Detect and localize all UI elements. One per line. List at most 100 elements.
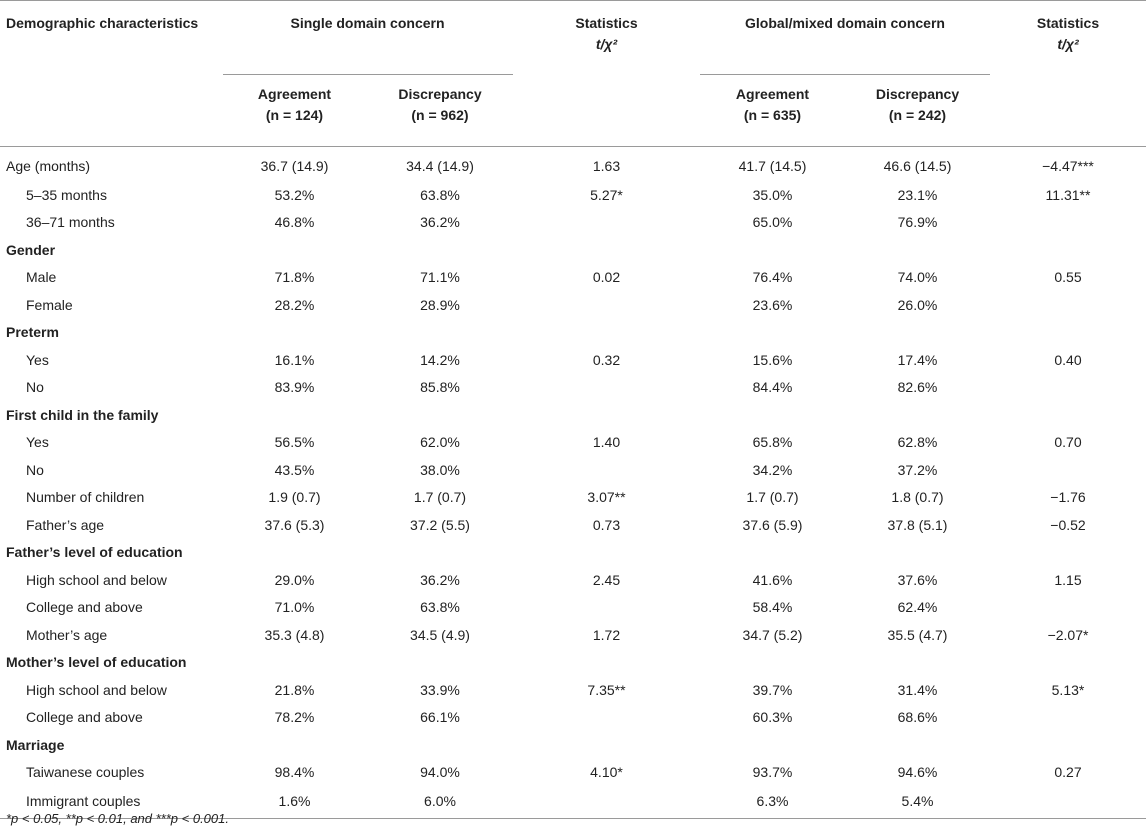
table-row: No 43.5% 38.0% 34.2% 37.2% — [0, 456, 1146, 484]
header-global-agreement-label: Agreement — [735, 86, 810, 102]
cell-statistic-single: 5.27* — [590, 186, 623, 203]
cell-global-discrepancy: 94.6% — [897, 764, 938, 781]
cell-global-agreement — [700, 539, 845, 567]
cell-global-agreement: 35.0% — [752, 186, 793, 203]
cell-global-agreement — [700, 236, 845, 264]
cell-statistic-single: 1.63 — [513, 146, 700, 181]
header-col0-text: Demographic characteristics — [6, 15, 199, 31]
cell-single-discrepancy — [367, 319, 513, 347]
header-single-discrepancy-label: Discrepancy — [398, 86, 482, 102]
cell-statistic-global: 0.70 — [1054, 434, 1082, 451]
cell-statistic-single: 0.73 — [592, 516, 621, 533]
cell-global-discrepancy — [845, 731, 990, 759]
section-row: Father’s level of education — [0, 539, 1146, 567]
cell-single-discrepancy: 66.1% — [420, 709, 460, 726]
row-label: College and above — [26, 709, 143, 726]
cell-global-discrepancy — [845, 539, 990, 567]
header-single-discrepancy: Discrepancy (n = 962) — [367, 75, 513, 147]
table-row: 5–35 months 53.2% 63.8% 5.27* 35.0% 23.1% 11.3… — [0, 181, 1146, 209]
cell-statistic-global: −4.47*** — [990, 146, 1146, 181]
cell-single-agreement — [222, 649, 367, 677]
row-label: College and above — [26, 599, 143, 616]
row-label: Taiwanese couples — [26, 764, 145, 781]
cell-single-discrepancy: 34.5 (4.9) — [410, 626, 470, 643]
cell-single-agreement: 16.1% — [274, 351, 315, 368]
cell-single-agreement: 46.8% — [274, 214, 315, 231]
header-global-discrepancy-label: Discrepancy — [875, 86, 960, 102]
cell-statistic-single — [513, 786, 700, 818]
cell-statistic-global — [990, 236, 1146, 264]
table-row: Immigrant couples 1.6% 6.0% 6.3% 5.4% — [0, 786, 1146, 818]
row-label: First child in the family — [6, 406, 159, 423]
cell-global-agreement: 65.8% — [752, 434, 793, 451]
cell-statistic-global — [990, 291, 1146, 319]
table-bottom-rule — [0, 818, 1146, 819]
cell-global-discrepancy: 74.0% — [897, 269, 938, 286]
cell-single-discrepancy: 37.2 (5.5) — [410, 516, 470, 533]
section-row: First child in the family — [0, 401, 1146, 429]
table-body: Age (months) 36.7 (14.9) 34.4 (14.9) 1.63 41… — [0, 146, 1146, 819]
cell-statistic-single: 0.02 — [592, 269, 621, 286]
cell-statistic-global — [990, 594, 1146, 622]
cell-statistic-global — [990, 786, 1146, 818]
cell-single-agreement: 1.9 (0.7) — [268, 489, 321, 506]
cell-single-agreement: 1.6% — [278, 792, 311, 809]
cell-global-agreement — [700, 649, 845, 677]
cell-statistic-global: −2.07* — [1047, 626, 1089, 643]
cell-statistic-global: 5.13* — [1051, 681, 1085, 698]
cell-global-agreement: 93.7% — [752, 764, 793, 781]
row-label: 5–35 months — [26, 186, 107, 203]
header-global-agreement: Agreement (n = 635) — [700, 75, 845, 147]
cell-single-discrepancy — [367, 236, 513, 264]
cell-global-discrepancy: 35.5 (4.7) — [887, 626, 948, 643]
table-row: Male 71.8% 71.1% 0.02 76.4% 74.0% 0.55 — [0, 264, 1146, 292]
cell-statistic-single — [513, 539, 700, 567]
header-empty-1 — [513, 75, 700, 147]
cell-single-discrepancy: 85.8% — [420, 379, 460, 396]
cell-single-agreement — [222, 236, 367, 264]
cell-single-discrepancy: 14.2% — [420, 351, 460, 368]
header-single-agreement-label: Agreement — [257, 86, 332, 102]
row-label: Number of children — [26, 489, 145, 506]
row-label: No — [26, 379, 44, 396]
footnote: *p < 0.05, **p < 0.01, and ***p < 0.001. — [6, 811, 229, 826]
row-label: Father’s age — [26, 516, 105, 533]
cell-single-discrepancy: 36.2% — [420, 571, 460, 588]
row-label: Father’s level of education — [6, 544, 183, 561]
cell-single-agreement: 83.9% — [274, 379, 315, 396]
cell-single-agreement: 29.0% — [274, 571, 315, 588]
cell-single-discrepancy: 38.0% — [420, 461, 460, 478]
cell-global-agreement: 76.4% — [752, 269, 793, 286]
table-row: Yes 56.5% 62.0% 1.40 65.8% 62.8% 0.70 — [0, 429, 1146, 457]
cell-statistic-single: 0.32 — [592, 351, 621, 368]
table-row: Yes 16.1% 14.2% 0.32 15.6% 17.4% 0.40 — [0, 346, 1146, 374]
cell-global-agreement: 41.7 (14.5) — [700, 146, 845, 181]
cell-global-agreement — [700, 731, 845, 759]
cell-statistic-single: 1.72 — [592, 626, 621, 643]
row-label: Marriage — [6, 736, 65, 753]
table-row: Female 28.2% 28.9% 23.6% 26.0% — [0, 291, 1146, 319]
table-row: Mother’s age 35.3 (4.8) 34.5 (4.9) 1.72 34.7… — [0, 621, 1146, 649]
cell-global-discrepancy: 62.4% — [897, 599, 938, 616]
row-label: Male — [26, 269, 57, 286]
cell-statistic-single — [513, 704, 700, 732]
cell-global-discrepancy: 37.8 (5.1) — [887, 516, 948, 533]
cell-statistic-global — [990, 704, 1146, 732]
cell-statistic-single — [513, 319, 700, 347]
cell-statistic-global — [990, 539, 1146, 567]
table-row: Father’s age 37.6 (5.3) 37.2 (5.5) 0.73 37.6… — [0, 511, 1146, 539]
cell-single-discrepancy: 94.0% — [420, 764, 460, 781]
table-row: Age (months) 36.7 (14.9) 34.4 (14.9) 1.63 41… — [0, 146, 1146, 181]
row-label: Gender — [6, 241, 56, 258]
cell-global-discrepancy — [845, 319, 990, 347]
header-single-domain-text: Single domain concern — [222, 13, 513, 75]
section-row: Marriage — [0, 731, 1146, 759]
row-label: Age (months) — [0, 146, 222, 181]
cell-global-agreement — [700, 401, 845, 429]
table-row: Taiwanese couples 98.4% 94.0% 4.10* 93.7% 94.… — [0, 759, 1146, 787]
cell-global-agreement: 58.4% — [752, 599, 793, 616]
cell-global-discrepancy: 82.6% — [897, 379, 938, 396]
cell-single-agreement: 53.2% — [274, 186, 315, 203]
cell-single-agreement: 35.3 (4.8) — [264, 626, 325, 643]
cell-single-agreement: 71.8% — [274, 269, 315, 286]
